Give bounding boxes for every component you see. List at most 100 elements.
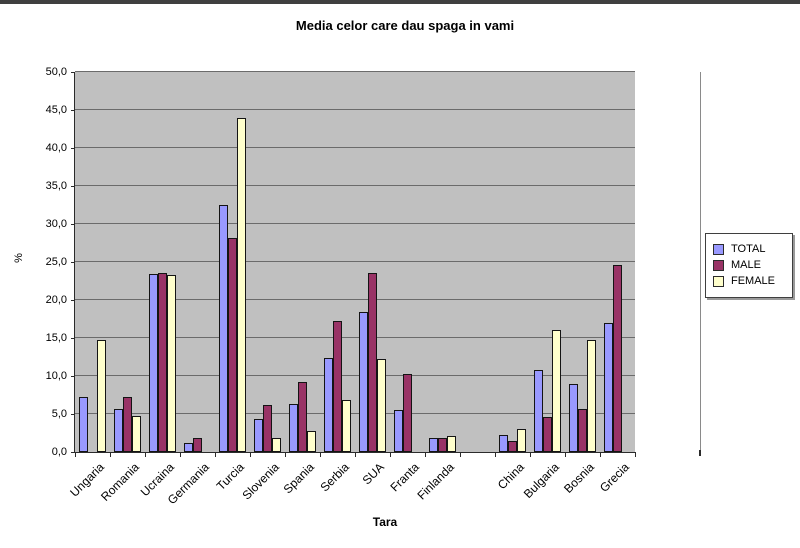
bar-male-spania	[298, 382, 307, 452]
legend-item-male: MALE	[713, 259, 786, 272]
bar-female-spania	[307, 431, 316, 452]
x-axis-tick	[145, 452, 146, 457]
x-axis-tick	[180, 452, 181, 457]
legend-label: TOTAL	[731, 243, 766, 255]
bar-male-romania	[123, 397, 132, 452]
bar-total-slovenia	[254, 419, 263, 452]
bar-total-ucraina	[149, 274, 158, 452]
bar-male-turcia	[228, 238, 237, 452]
gridline	[75, 413, 635, 414]
legend-swatch-male	[713, 260, 724, 271]
x-axis-tick	[355, 452, 356, 457]
bar-male-china	[508, 441, 517, 452]
y-tick-label: 20,0	[45, 294, 67, 306]
x-axis-tick	[285, 452, 286, 457]
x-axis-tick	[250, 452, 251, 457]
y-axis-tick	[71, 338, 75, 339]
chart-right-border-tick	[699, 450, 701, 456]
bar-total-ungaria	[79, 397, 88, 452]
legend-swatch-total	[713, 244, 724, 255]
bar-male-slovenia	[263, 405, 272, 452]
x-axis-tick	[110, 452, 111, 457]
y-axis-tick	[71, 148, 75, 149]
gridline	[75, 185, 635, 186]
bar-total-sua	[359, 312, 368, 452]
y-tick-label: 50,0	[45, 66, 67, 78]
bar-male-grecia	[613, 265, 622, 452]
bar-male-bulgaria	[543, 417, 552, 452]
bar-total-spania	[289, 404, 298, 452]
bar-male-bosnia	[578, 409, 587, 452]
bar-female-romania	[132, 416, 141, 452]
x-axis-tick	[460, 452, 461, 457]
gridline	[75, 147, 635, 148]
x-axis-tick	[75, 452, 76, 457]
y-axis-tick	[71, 110, 75, 111]
x-axis-tick	[635, 452, 636, 457]
gridline	[75, 109, 635, 110]
x-axis-tick	[530, 452, 531, 457]
bar-female-ungaria	[97, 340, 106, 452]
x-axis-title: Tara	[372, 515, 398, 529]
legend-label: FEMALE	[731, 275, 776, 287]
bar-total-china	[499, 435, 508, 452]
y-tick-label: 25,0	[45, 256, 67, 268]
bar-male-sua	[368, 273, 377, 452]
bar-total-grecia	[604, 323, 613, 452]
bar-male-finlanda	[438, 438, 447, 452]
chart-title: Media celor care dau spaga in vami	[295, 18, 515, 33]
x-axis-tick	[215, 452, 216, 457]
y-axis-tick	[71, 414, 75, 415]
bar-female-slovenia	[272, 438, 281, 452]
bar-total-serbia	[324, 358, 333, 452]
y-axis-tick	[71, 452, 75, 453]
y-tick-label: 35,0	[45, 180, 67, 192]
bar-total-germania	[184, 443, 193, 452]
x-axis-tick	[495, 452, 496, 457]
bar-female-bosnia	[587, 340, 596, 452]
bar-total-bulgaria	[534, 370, 543, 452]
y-tick-label: 10,0	[45, 370, 67, 382]
gridline	[75, 299, 635, 300]
window-top-edge	[0, 0, 800, 4]
bar-female-china	[517, 429, 526, 452]
legend: TOTAL MALE FEMALE	[705, 233, 793, 298]
gridline	[75, 375, 635, 376]
y-tick-label: 5,0	[51, 408, 67, 420]
x-axis-tick	[600, 452, 601, 457]
bar-male-germania	[193, 438, 202, 452]
bar-male-serbia	[333, 321, 342, 452]
bar-female-serbia	[342, 400, 351, 452]
bar-female-turcia	[237, 118, 246, 452]
y-tick-label: 15,0	[45, 332, 67, 344]
y-axis-tick	[71, 300, 75, 301]
y-axis-tick	[71, 224, 75, 225]
bar-total-romania	[114, 409, 123, 452]
x-axis-tick	[425, 452, 426, 457]
gridline	[75, 71, 635, 72]
legend-item-total: TOTAL	[713, 243, 786, 256]
bar-male-franta	[403, 374, 412, 452]
y-axis-tick	[71, 186, 75, 187]
bar-total-turcia	[219, 205, 228, 452]
y-tick-label: 0,0	[51, 446, 67, 458]
bar-male-ucraina	[158, 273, 167, 452]
x-axis-tick	[565, 452, 566, 457]
gridline	[75, 337, 635, 338]
y-tick-label: 40,0	[45, 142, 67, 154]
legend-label: MALE	[731, 259, 761, 271]
y-axis-tick	[71, 72, 75, 73]
y-axis-tick	[71, 376, 75, 377]
bar-female-bulgaria	[552, 330, 561, 452]
legend-swatch-female	[713, 276, 724, 287]
y-axis-line	[74, 72, 75, 453]
bar-total-bosnia	[569, 384, 578, 452]
legend-item-female: FEMALE	[713, 275, 786, 288]
y-tick-label: 45,0	[45, 104, 67, 116]
chart-right-border-line	[700, 72, 701, 453]
y-axis-tick	[71, 262, 75, 263]
gridline	[75, 223, 635, 224]
gridline	[75, 261, 635, 262]
bar-female-finlanda	[447, 436, 456, 452]
y-tick-label: 30,0	[45, 218, 67, 230]
